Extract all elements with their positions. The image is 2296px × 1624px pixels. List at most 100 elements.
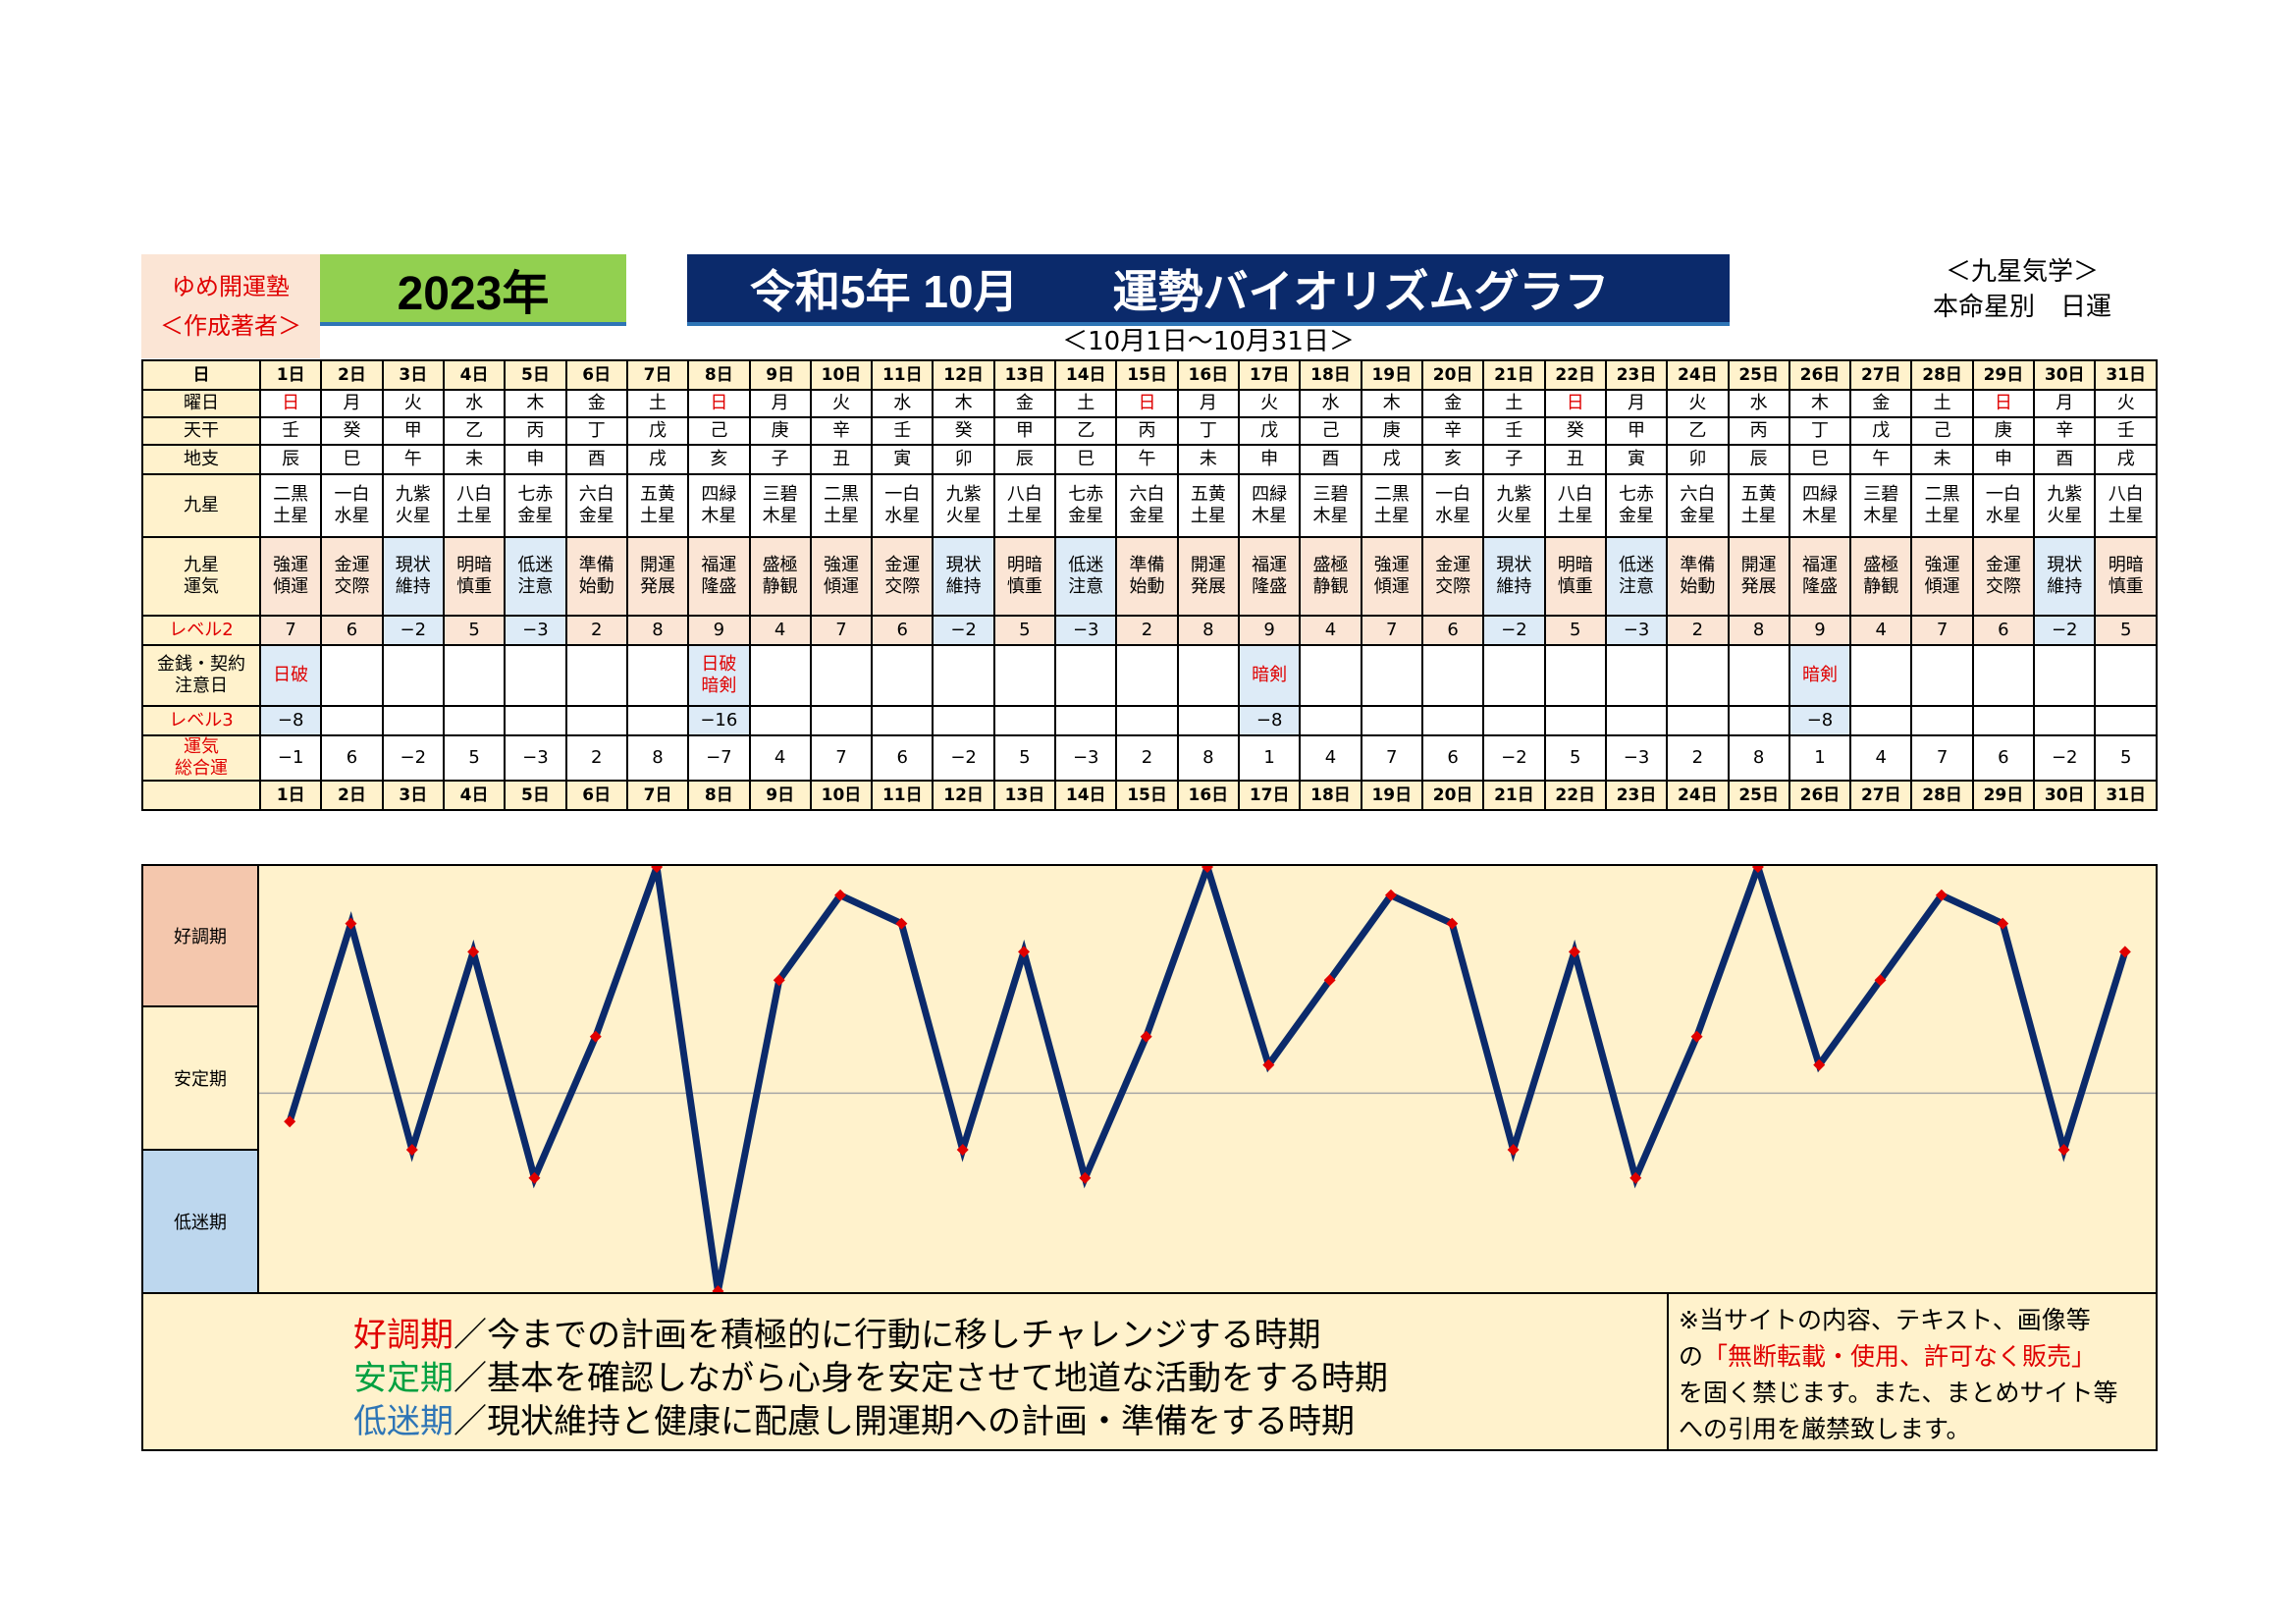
level3-cell: [1115, 705, 1179, 736]
weekday-cell: 火: [809, 389, 874, 418]
data-point: [1507, 1144, 1520, 1156]
weekday-cell: 木: [1788, 389, 1852, 418]
total-cell: 2: [1115, 734, 1179, 782]
level2-cell: −3: [1054, 615, 1118, 646]
level2-cell: 6: [871, 615, 934, 646]
total-cell: 6: [1971, 734, 2036, 782]
notice-line2-warning: 「無断転載・使用、許可なく販売」: [1703, 1342, 2097, 1371]
tenkan-cell: 癸: [1543, 416, 1607, 446]
level3-cell: [320, 705, 384, 736]
day-cell: 3日: [381, 359, 445, 391]
unki-text: 盛極: [762, 555, 798, 575]
unki-text: 現状: [2047, 555, 2083, 575]
legend-high: 好調期／今までの計画を積極的に行動に移しチャレンジする時期: [353, 1314, 1629, 1357]
day-cell: 17日: [1237, 359, 1302, 391]
chishi-cell: 寅: [1604, 444, 1669, 475]
kyusei-cell: 九紫 火星: [2033, 473, 2097, 538]
chishi-cell: 子: [1482, 444, 1546, 475]
kyusei-cell: 二黒 土星: [1910, 473, 1974, 538]
day-cell-footer: 27日: [1849, 780, 1913, 811]
day-cell-footer: 5日: [504, 780, 567, 811]
tenkan-cell: 庚: [748, 416, 812, 446]
tenkan-cell: 庚: [1360, 416, 1423, 446]
day-cell-footer: 7日: [625, 780, 690, 811]
day-cell-footer: 28日: [1910, 780, 1974, 811]
kyusei-text: 水星: [884, 506, 921, 526]
kyusei-cell: 三碧 木星: [1849, 473, 1913, 538]
caution-cell: [1727, 644, 1790, 707]
unki-cell: 低迷 注意: [1604, 536, 1669, 617]
legend-stable-term: 安定期: [353, 1359, 454, 1398]
kyusei-text: 土星: [640, 506, 676, 526]
kyusei-cell: 二黒 土星: [1360, 473, 1423, 538]
caution-cell: [992, 644, 1057, 707]
unki-text: 始動: [1680, 576, 1716, 597]
zone-label-low: 低迷期: [143, 1151, 259, 1292]
unki-text: 福運: [1801, 555, 1838, 575]
data-point: [2057, 1144, 2070, 1156]
day-cell: 22日: [1543, 359, 1607, 391]
chishi-cell: 申: [504, 444, 567, 475]
unki-text: 盛極: [1863, 555, 1899, 575]
kyusei-cell: 九紫 火星: [932, 473, 995, 538]
day-cell: 20日: [1420, 359, 1485, 391]
unki-text: 慎重: [1006, 576, 1042, 597]
level3-cell: −8: [1788, 705, 1852, 736]
unki-text: 維持: [1496, 576, 1532, 597]
subject-line2: 本命星別 日運: [1932, 293, 2111, 322]
tenkan-cell: 戊: [1849, 416, 1913, 446]
kyusei-text: 七赤: [1068, 484, 1104, 505]
level3-cell: [992, 705, 1057, 736]
total-cell: 6: [320, 734, 384, 782]
unki-text: 発展: [1740, 576, 1777, 597]
kyusei-cell: 一白 水星: [320, 473, 384, 538]
kyusei-cell: 六白 金星: [1666, 473, 1730, 538]
tenkan-cell: 癸: [320, 416, 384, 446]
weekday-cell: 火: [1666, 389, 1730, 418]
day-cell: 8日: [687, 359, 751, 391]
row-label-text: 地支: [184, 449, 219, 469]
caution-cell: [1666, 644, 1730, 707]
legend-high-text: ／今までの計画を積極的に行動に移しチャレンジする時期: [454, 1316, 1321, 1355]
legend-low-text: ／現状維持と健康に配慮し開運期への計画・準備をする時期: [454, 1402, 1355, 1441]
unki-cell: 金運 交際: [1971, 536, 2036, 617]
kyusei-cell: 五黄 土星: [625, 473, 690, 538]
kyusei-text: 四緑: [1252, 484, 1288, 505]
chishi-cell: 卯: [932, 444, 995, 475]
unki-text: 低迷: [1068, 555, 1104, 575]
chishi-cell: 亥: [687, 444, 751, 475]
kyusei-text: 一白: [1435, 484, 1471, 505]
unki-cell: 盛極 静観: [748, 536, 812, 617]
row-label: 日: [141, 359, 261, 391]
weekday-cell: 月: [1176, 389, 1241, 418]
day-cell: 25日: [1727, 359, 1790, 391]
unki-text: 静観: [762, 576, 798, 597]
chishi-cell: 酉: [564, 444, 628, 475]
unki-cell: 強運 傾運: [1360, 536, 1423, 617]
kyusei-text: 土星: [1740, 506, 1777, 526]
level2-cell: −2: [381, 615, 445, 646]
chishi-cell: 辰: [992, 444, 1057, 475]
unki-cell: 開運 発展: [1727, 536, 1790, 617]
row-label: 九星 運気: [141, 536, 261, 617]
row-label: レベル2: [141, 615, 261, 646]
day-cell-footer: 8日: [687, 780, 751, 811]
caution-cell: [1910, 644, 1974, 707]
level2-cell: 6: [1420, 615, 1485, 646]
level3-cell: [2094, 705, 2158, 736]
level3-cell: [1420, 705, 1485, 736]
caution-text: 日破: [273, 665, 309, 685]
level2-cell: 6: [320, 615, 384, 646]
kyusei-text: 七赤: [517, 484, 554, 505]
unki-cell: 金運 交際: [1420, 536, 1485, 617]
unki-text: 開運: [640, 555, 676, 575]
kyusei-text: 五黄: [640, 484, 676, 505]
unki-cell: 開運 発展: [1176, 536, 1241, 617]
unki-text: 福運: [701, 555, 737, 575]
kyusei-cell: 五黄 土星: [1176, 473, 1241, 538]
total-cell: 7: [1910, 734, 1974, 782]
tenkan-cell: 丙: [1727, 416, 1790, 446]
level3-cell: [1849, 705, 1913, 736]
data-point: [284, 1115, 296, 1128]
unki-text: 始動: [1129, 576, 1165, 597]
